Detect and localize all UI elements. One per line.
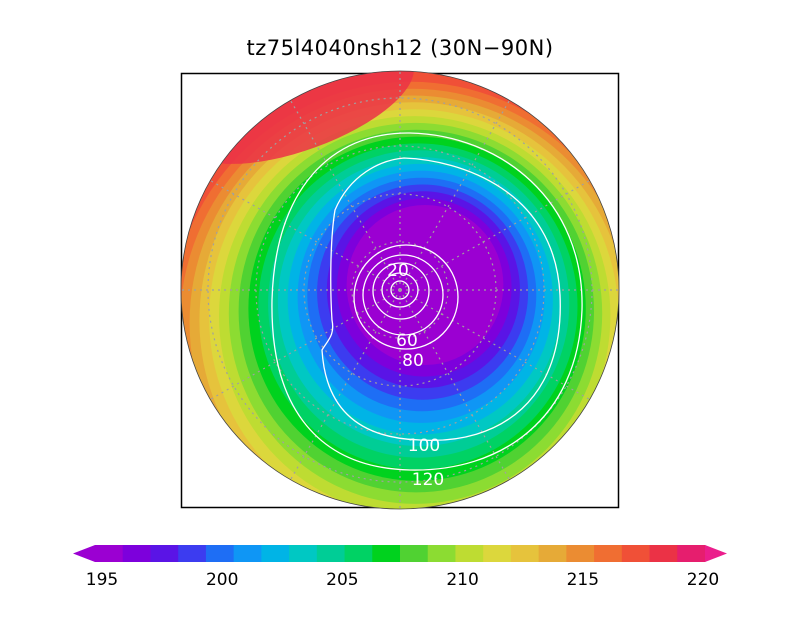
longitude-line [284, 90, 401, 291]
longitude-line [200, 174, 401, 291]
colorbar-max-arrow [705, 545, 727, 562]
colorbar-tick-label: 220 [687, 570, 719, 590]
temperature-field [181, 71, 619, 509]
longitude-line [399, 289, 600, 406]
colorbar-swatch [150, 545, 179, 562]
contour-line [390, 280, 410, 300]
contour-line [353, 244, 459, 350]
colorbar-swatch [205, 545, 235, 562]
colorbar-swatch [261, 545, 290, 562]
contour-line [321, 157, 561, 442]
longitude-line [399, 174, 600, 291]
contour-line [372, 262, 430, 320]
field-band [346, 205, 504, 365]
colorbar-swatch [122, 545, 151, 562]
colorbar-tick-label: 195 [86, 570, 118, 590]
colorbar-swatch [344, 545, 373, 562]
longitude-line [399, 289, 516, 490]
colorbar-swatch [233, 545, 262, 562]
colorbar-tick-label: 210 [446, 570, 478, 590]
longitude-line [399, 90, 516, 291]
colorbar-swatch [649, 545, 678, 562]
contour-label-120: 120 [412, 470, 444, 490]
colorbar-swatch [289, 545, 318, 562]
lat-lon-grid [181, 71, 619, 509]
colorbar-min-arrow [73, 545, 95, 562]
contour-labels: 20 60 80 100 120 [387, 261, 444, 490]
colorbar-swatch [95, 545, 124, 562]
colorbar-swatch [621, 545, 651, 562]
contour-label-100: 100 [408, 436, 440, 456]
colorbar-swatch [538, 545, 567, 562]
contour-lines [271, 132, 583, 471]
contour-label-20: 20 [387, 261, 409, 281]
colorbar-swatch [483, 545, 512, 562]
longitude-line [284, 289, 401, 490]
colorbar-swatch [316, 545, 346, 562]
contour-line [271, 132, 583, 471]
colorbar-tick-label: 200 [206, 570, 238, 590]
chart-title: tz75l4040nsh12 (30N−90N) [246, 36, 554, 60]
colorbar-swatch [372, 545, 401, 562]
contour-label-80: 80 [402, 351, 424, 371]
colorbar-tick-label: 215 [567, 570, 599, 590]
colorbar-swatch [677, 545, 706, 562]
colorbar-tick-label: 205 [326, 570, 358, 590]
contour-label-60: 60 [396, 331, 418, 351]
colorbar-swatch [455, 545, 484, 562]
contour-line [362, 254, 444, 336]
contour-line [381, 272, 419, 308]
colorbar-swatch [427, 545, 456, 562]
colorbar-swatch [566, 545, 595, 562]
disk-outline [180, 70, 620, 510]
colorbar-swatch [510, 545, 540, 562]
longitude-line [200, 289, 401, 406]
colorbar-swatch [178, 545, 207, 562]
colorbar-swatch [594, 545, 623, 562]
colorbar-swatch [400, 545, 429, 562]
